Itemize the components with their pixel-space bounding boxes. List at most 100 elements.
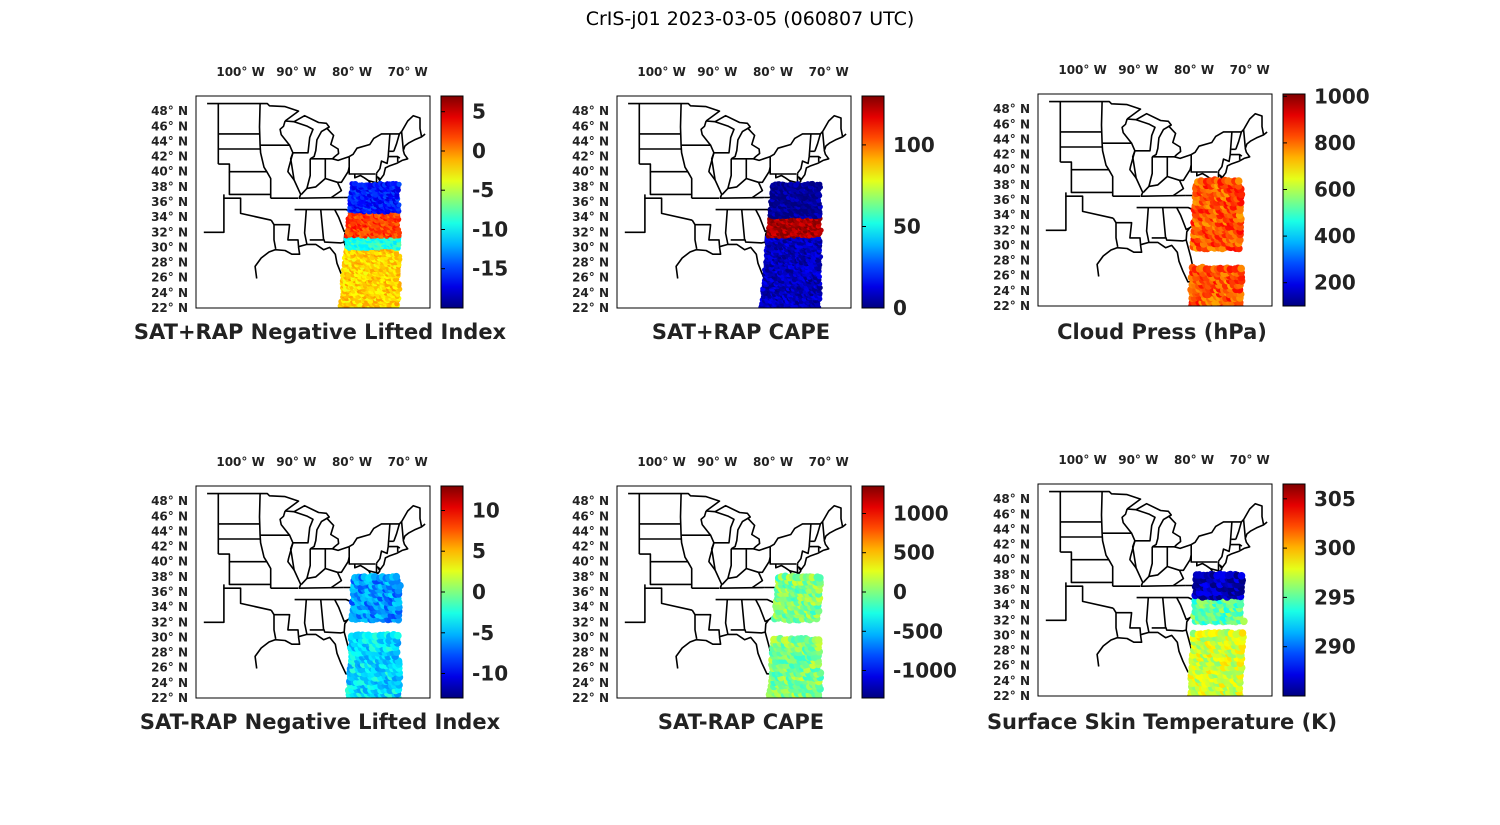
swath-observations	[765, 572, 825, 698]
observation-point	[814, 636, 823, 644]
latitude-label: 46° N	[993, 117, 1030, 131]
state-border	[746, 517, 771, 552]
state-border	[1121, 118, 1133, 144]
latitude-label: 22° N	[572, 691, 609, 705]
state-border	[1140, 584, 1186, 587]
colorbar-tick-label: 300	[1314, 536, 1356, 560]
colorbar-tick-label: -15	[472, 257, 508, 281]
state-border	[325, 517, 350, 552]
latitude-label: 24° N	[572, 676, 609, 690]
map-area	[617, 486, 851, 698]
state-border	[354, 564, 374, 578]
state-border	[1135, 112, 1172, 158]
state-border	[700, 510, 712, 536]
latitude-label: 40° N	[151, 555, 188, 569]
colorbar: 1000 800 600 400 200	[1282, 84, 1370, 307]
longitude-label: 70° W	[388, 65, 428, 79]
latitude-label: 48° N	[572, 494, 609, 508]
state-border	[1242, 112, 1265, 148]
state-border	[1060, 161, 1109, 171]
map-area	[196, 96, 430, 308]
state-border	[228, 171, 271, 196]
latitude-label: 30° N	[993, 238, 1030, 252]
state-border	[1190, 544, 1218, 563]
state-border	[203, 588, 225, 624]
state-border	[303, 209, 308, 245]
map-area	[1038, 94, 1272, 306]
map-panel-sat-rap-cape: 100° W 90° W 80° W 70° W 48° N 46° N 44° N 42° …	[561, 62, 1021, 392]
state-border	[727, 158, 732, 189]
longitude-label: 70° W	[388, 455, 428, 469]
state-border	[1145, 207, 1150, 243]
latitude-label: 34° N	[151, 600, 188, 614]
latitude-label: 32° N	[572, 225, 609, 239]
state-border	[639, 553, 688, 563]
state-border	[1065, 192, 1114, 219]
state-border	[279, 120, 291, 146]
longitude-label: 70° W	[809, 455, 849, 469]
colorbar-tick-label: 5	[472, 539, 486, 563]
state-border	[719, 196, 765, 199]
observation-point	[1236, 236, 1244, 244]
colorbar-tick-label: 290	[1314, 635, 1356, 659]
latitude-label: 32° N	[993, 223, 1030, 237]
colorbar-ramp	[861, 95, 885, 309]
latitude-label: 28° N	[993, 254, 1030, 268]
state-border	[727, 548, 732, 579]
colorbar-tick-label: -1000	[893, 659, 957, 683]
state-border	[628, 492, 721, 512]
swath-observations	[337, 180, 403, 308]
state-border	[306, 158, 311, 189]
state-border	[706, 120, 735, 153]
latitude-label: 22° N	[151, 691, 188, 705]
latitude-label: 24° N	[993, 674, 1030, 688]
state-border	[1175, 597, 1190, 621]
state-border	[298, 586, 344, 589]
state-border	[1230, 543, 1243, 547]
latitude-label: 30° N	[151, 630, 188, 644]
state-border	[789, 570, 800, 574]
state-border	[306, 548, 311, 579]
state-border	[769, 156, 797, 175]
state-border	[1140, 194, 1186, 197]
state-border	[218, 163, 267, 173]
longitude-label: 100° W	[216, 455, 264, 469]
state-border	[274, 223, 300, 246]
colorbar-tick-label: -5	[472, 621, 494, 645]
state-border	[1235, 131, 1243, 150]
latitude-label: 46° N	[993, 507, 1030, 521]
state-border	[1148, 156, 1153, 187]
state-border	[809, 545, 822, 549]
state-border	[293, 114, 330, 160]
state-borders	[624, 492, 847, 675]
state-border	[700, 120, 712, 146]
latitude-label: 28° N	[151, 646, 188, 660]
longitude-label: 90° W	[276, 455, 316, 469]
longitude-label: 100° W	[1058, 453, 1106, 467]
observation-point	[392, 572, 401, 581]
state-border	[1145, 597, 1150, 633]
latitude-label: 24° N	[151, 676, 188, 690]
state-border	[1116, 221, 1142, 244]
state-border	[375, 133, 391, 174]
colorbar-tick-label: 1000	[893, 502, 949, 526]
latitude-label: 44° N	[993, 132, 1030, 146]
colorbar-tick-label: 200	[1314, 271, 1356, 295]
latitude-label: 44° N	[993, 522, 1030, 536]
state-border	[695, 613, 721, 636]
state-border	[279, 510, 291, 536]
colorbar-tick-label: 600	[1314, 178, 1356, 202]
colorbar: 305 300 295 290	[1282, 483, 1356, 697]
state-border	[1217, 521, 1233, 562]
map-panel-sat-rap-lifted-index: 100° W 90° W 80° W 70° W 48° N 46° N 44° N 42° …	[134, 62, 600, 392]
latitude-label: 34° N	[993, 208, 1030, 222]
latitude-label: 36° N	[572, 585, 609, 599]
longitude-label: 70° W	[1230, 453, 1270, 467]
latitude-label: 36° N	[572, 195, 609, 209]
state-border	[393, 523, 401, 542]
latitude-label: 30° N	[993, 628, 1030, 642]
colorbar-tick-label: 295	[1314, 585, 1356, 609]
colorbar: 5 0 -5 -10 -15	[440, 95, 508, 309]
longitude-label: 80° W	[332, 65, 372, 79]
colorbar-tick-label: 5	[472, 100, 486, 124]
